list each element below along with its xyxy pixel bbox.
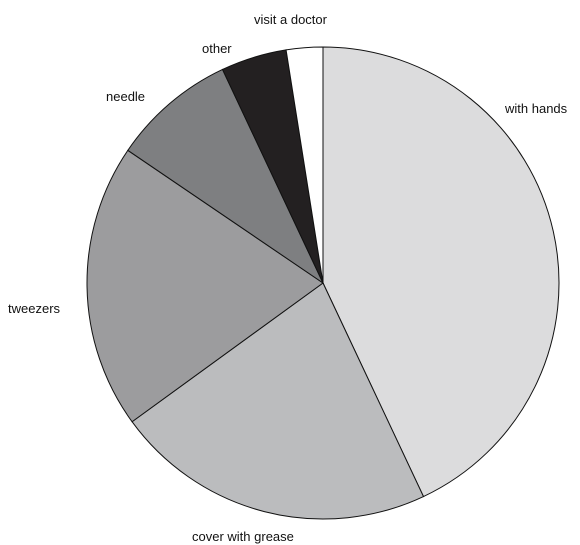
slice-label-cover-with-grease: cover with grease bbox=[192, 529, 294, 544]
slice-label-needle: needle bbox=[106, 89, 145, 104]
slice-label-tweezers: tweezers bbox=[8, 301, 61, 316]
slice-label-visit-a-doctor: visit a doctor bbox=[254, 12, 328, 27]
slice-label-with-hands: with hands bbox=[504, 101, 568, 116]
slice-label-other: other bbox=[202, 41, 232, 56]
